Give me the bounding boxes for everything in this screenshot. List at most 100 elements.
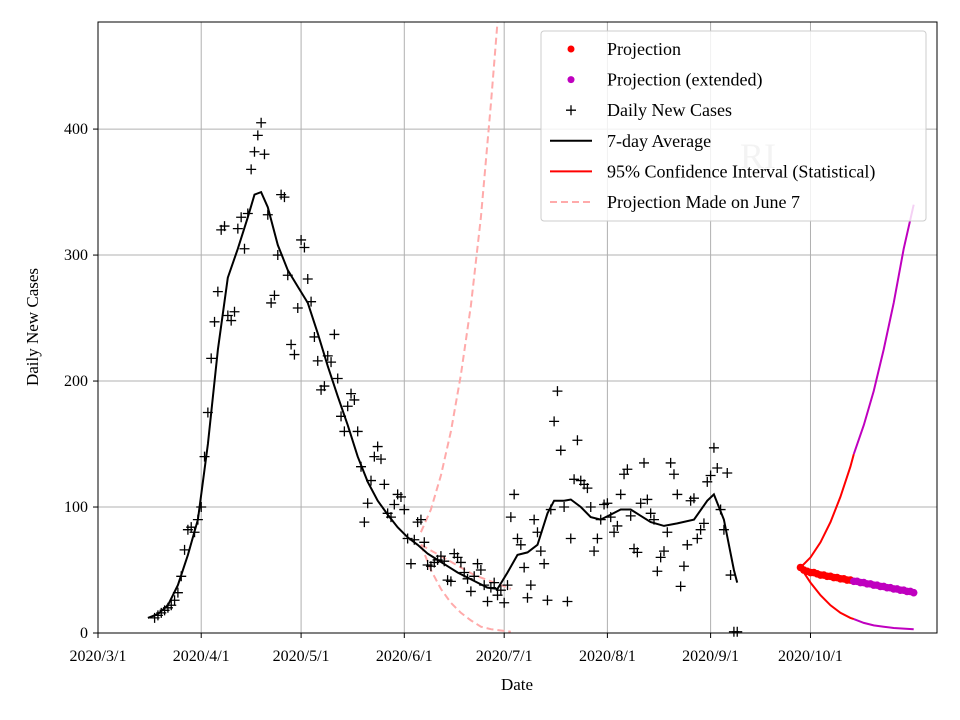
daily-case-point [639, 457, 650, 468]
daily-case-point [625, 510, 636, 521]
daily-case-point [176, 571, 187, 582]
daily-case-point [585, 502, 596, 513]
daily-case-point [668, 469, 679, 480]
daily-case-point [202, 407, 213, 418]
daily-case-point [695, 524, 706, 535]
daily-case-point [266, 297, 277, 308]
daily-case-point [605, 512, 616, 523]
daily-case-point [465, 586, 476, 597]
daily-case-point [229, 306, 240, 317]
legend-marker-daily [566, 105, 576, 116]
daily-case-point [186, 522, 197, 533]
daily-case-point [362, 498, 373, 509]
daily-case-point [469, 571, 480, 582]
daily-case-point [612, 520, 623, 531]
daily-case-point [372, 441, 383, 452]
daily-case-point [329, 329, 340, 340]
daily-case-point [559, 502, 570, 513]
y-tick-label: 0 [80, 625, 88, 642]
daily-case-point [475, 565, 486, 576]
daily-case-point [572, 435, 583, 446]
daily-case-point [336, 411, 347, 422]
daily-case-point [675, 581, 686, 592]
ci-upper-extended-line [852, 204, 915, 455]
projection-dots [796, 563, 918, 597]
legend-label-avg: 7-day Average [607, 131, 711, 151]
daily-case-point [166, 600, 177, 611]
daily-case-point [179, 544, 190, 555]
daily-case-point [642, 494, 653, 505]
daily-case-point [678, 561, 689, 572]
daily-case-point [589, 546, 600, 557]
daily-case-point [535, 546, 546, 557]
daily-case-point [199, 451, 210, 462]
daily-case-point [542, 595, 553, 606]
daily-case-point [439, 556, 450, 567]
daily-case-point [509, 489, 520, 500]
daily-case-point [622, 464, 633, 475]
daily-case-point [252, 130, 263, 141]
daily-case-point [525, 580, 536, 591]
daily-case-point [485, 582, 496, 593]
daily-case-point [219, 221, 230, 232]
daily-case-point [658, 546, 669, 557]
y-tick-label: 200 [64, 373, 88, 390]
daily-case-point [279, 192, 290, 203]
daily-case-point [389, 499, 400, 510]
y-tick-label: 400 [64, 121, 88, 138]
daily-case-point [346, 388, 357, 399]
daily-case-point [375, 454, 386, 465]
daily-case-point [529, 514, 540, 525]
daily-case-point [262, 209, 273, 220]
daily-case-point [169, 595, 180, 606]
daily-case-point [532, 527, 543, 538]
daily-case-point [692, 533, 703, 544]
daily-case-point [292, 302, 303, 313]
x-tick-label: 2020/5/1 [273, 648, 330, 665]
daily-case-point [349, 394, 360, 405]
x-tick-label: 2020/9/1 [682, 648, 739, 665]
daily-case-point [615, 489, 626, 500]
daily-case-point [256, 117, 267, 128]
daily-case-point [352, 426, 363, 437]
daily-case-point [688, 493, 699, 504]
daily-case-point [682, 539, 693, 550]
ci-lower-line [799, 566, 855, 621]
daily-case-point [282, 270, 293, 281]
x-tick-label: 2020/10/1 [778, 648, 843, 665]
daily-case-point [708, 442, 719, 453]
daily-case-point [495, 585, 506, 596]
daily-case-point [652, 566, 663, 577]
daily-case-point [306, 296, 317, 307]
daily-case-point [395, 491, 406, 502]
daily-case-point [359, 517, 370, 528]
daily-cases-scatter [149, 117, 743, 637]
daily-case-point [462, 573, 473, 584]
daily-case-point [609, 527, 620, 538]
daily-case-point [249, 146, 260, 157]
daily-case-point [562, 596, 573, 607]
legend: Projection Projection (extended) Daily New… [540, 30, 927, 222]
daily-case-point [459, 567, 470, 578]
daily-case-point [339, 426, 350, 437]
y-tick-label: 300 [64, 247, 88, 264]
daily-case-point [312, 355, 323, 366]
legend-label-projection_ext: Projection (extended) [607, 70, 762, 91]
legend-label-daily: Daily New Cases [607, 100, 732, 120]
daily-case-point [409, 534, 420, 545]
x-tick-label: 2020/8/1 [579, 648, 636, 665]
daily-case-point [226, 315, 237, 326]
daily-case-point [452, 552, 463, 563]
daily-case-point [665, 457, 676, 468]
june7-center-line [420, 543, 512, 590]
daily-case-point [286, 339, 297, 350]
june7-projection [419, 22, 512, 633]
legend-box [540, 30, 927, 222]
daily-case-point [342, 401, 353, 412]
daily-case-point [369, 451, 380, 462]
daily-case-point [602, 498, 613, 509]
daily-case-point [519, 562, 530, 573]
daily-case-point [236, 212, 247, 223]
daily-case-point [649, 514, 660, 525]
